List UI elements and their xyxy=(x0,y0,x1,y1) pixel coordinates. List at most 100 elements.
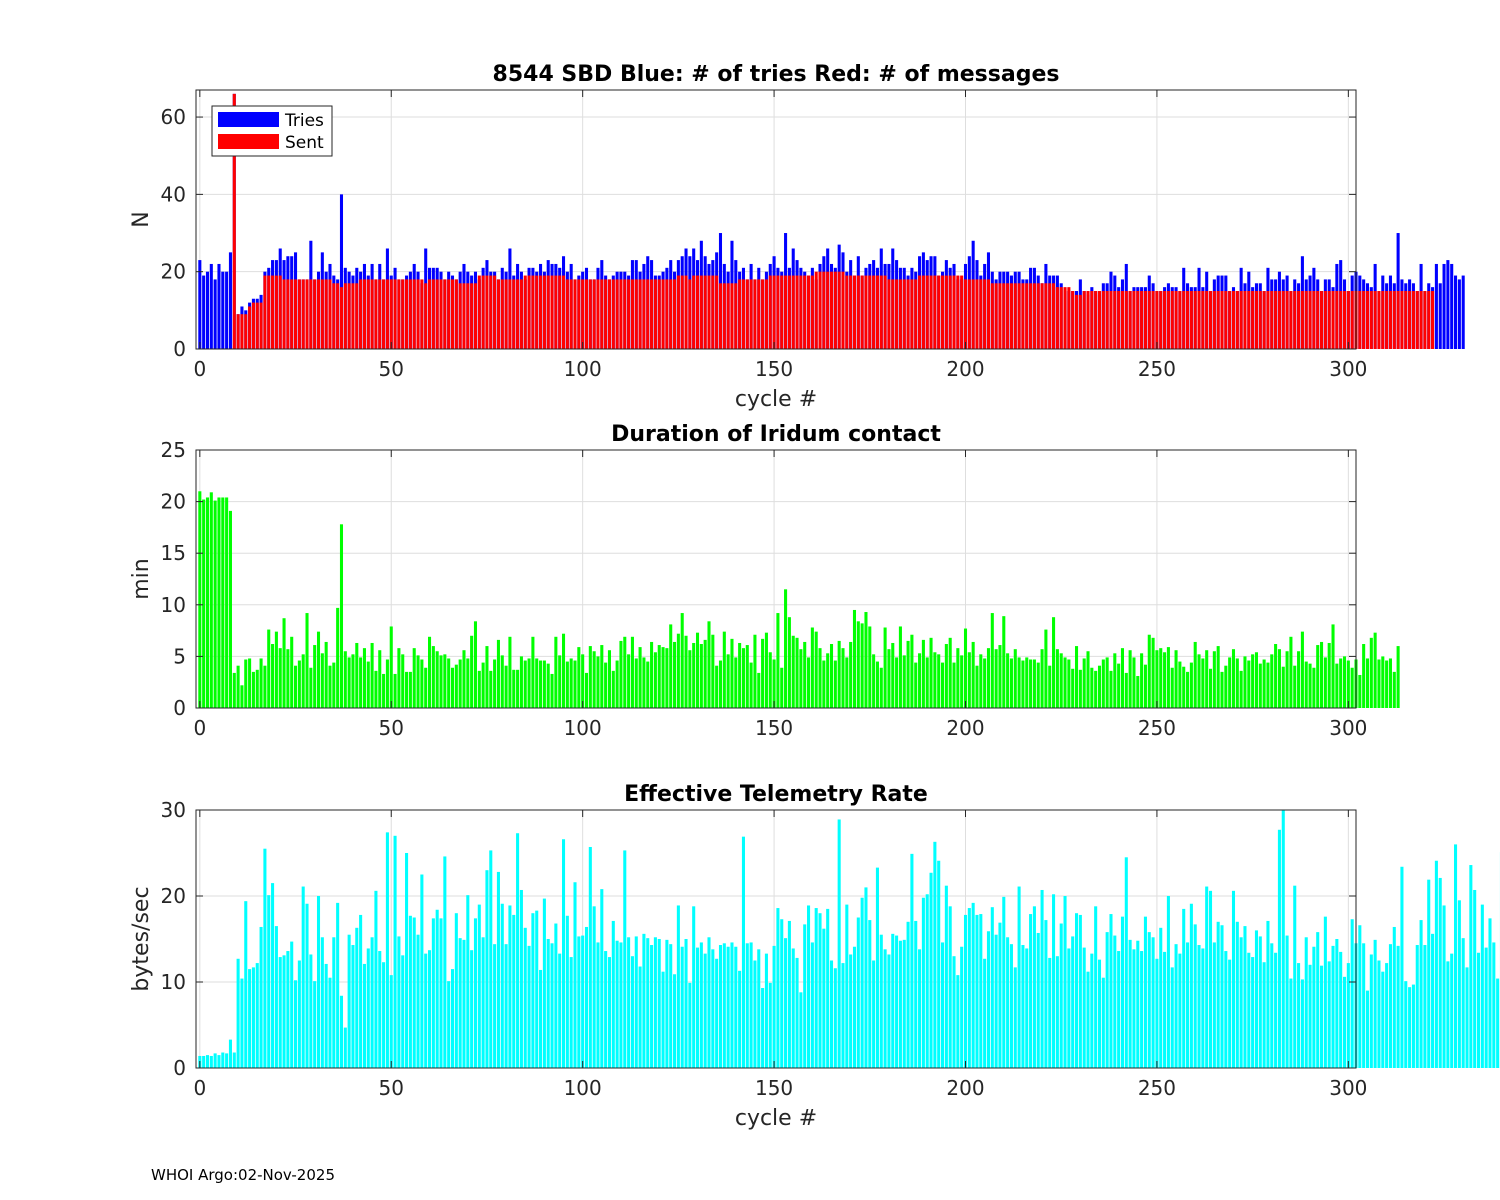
bar-sent xyxy=(749,279,753,349)
bar-value xyxy=(849,641,853,708)
bar-value xyxy=(611,920,615,1068)
bar-sent xyxy=(1231,291,1236,349)
bar-value xyxy=(745,645,749,708)
bar-sent xyxy=(1140,291,1144,349)
bar-value xyxy=(895,935,899,1068)
bar-sent xyxy=(948,275,952,349)
bar-value xyxy=(868,920,872,1068)
bar-value xyxy=(1308,964,1312,1068)
bar-value xyxy=(1193,641,1197,708)
bar-sent xyxy=(611,279,615,349)
bar-value xyxy=(313,981,317,1068)
bar-sent xyxy=(584,279,589,349)
bar-sent xyxy=(975,279,979,349)
bar-value xyxy=(841,963,845,1068)
bar-value xyxy=(1063,657,1067,708)
bar-sent xyxy=(577,279,581,349)
bar-tries xyxy=(205,271,210,349)
bar-sent xyxy=(320,279,324,349)
bar-value xyxy=(722,631,726,708)
bar-sent xyxy=(1071,291,1075,349)
bar-value xyxy=(1212,942,1216,1068)
bar-sent xyxy=(757,279,761,349)
bar-tries xyxy=(213,279,217,349)
bar-value xyxy=(1040,649,1044,708)
bar-sent xyxy=(1404,291,1408,349)
bar-value xyxy=(558,655,562,708)
bar-sent xyxy=(944,275,948,349)
bar-sent xyxy=(787,275,791,349)
bar-value xyxy=(1009,658,1013,708)
bar-value xyxy=(630,956,634,1068)
bar-value xyxy=(1109,914,1113,1068)
bar-value xyxy=(1220,925,1224,1068)
bar-value xyxy=(718,945,723,1068)
bar-value xyxy=(653,652,657,708)
bar-value xyxy=(818,648,822,708)
bar-value xyxy=(489,670,493,708)
bar-sent xyxy=(1189,291,1193,349)
bar-value xyxy=(443,654,447,708)
bar-value xyxy=(829,644,834,708)
bar-value xyxy=(1216,646,1220,708)
bar-value xyxy=(439,655,443,708)
bar-value xyxy=(462,650,466,708)
bar-value xyxy=(431,646,435,708)
bar-value xyxy=(627,937,631,1068)
bar-value xyxy=(1120,916,1124,1068)
bar-sent xyxy=(1044,283,1048,349)
bar-value xyxy=(378,650,382,708)
bar-value xyxy=(918,653,922,708)
bar-sent xyxy=(776,275,780,349)
bar-value xyxy=(523,660,527,708)
bar-value xyxy=(956,648,960,708)
bar-sent xyxy=(1201,291,1205,349)
bar-sent xyxy=(994,283,998,349)
x-tick-label: 150 xyxy=(755,357,793,381)
bar-value xyxy=(1197,654,1201,708)
bar-value xyxy=(1220,671,1224,708)
bar-value xyxy=(1408,987,1412,1068)
bar-sent xyxy=(707,275,711,349)
bar-value xyxy=(1205,886,1209,1068)
bar-value xyxy=(420,659,424,708)
bar-value xyxy=(768,982,772,1068)
bar-value xyxy=(776,613,780,708)
bar-value xyxy=(305,613,309,708)
bar-value xyxy=(508,905,512,1068)
bar-value xyxy=(477,904,481,1068)
bar-sent xyxy=(929,275,933,349)
bar-sent xyxy=(868,275,872,349)
bar-sent xyxy=(428,279,432,349)
bar-sent xyxy=(1101,291,1105,349)
bar-value xyxy=(305,903,309,1068)
bar-sent xyxy=(351,283,355,349)
bar-value xyxy=(1182,666,1186,708)
bar-value xyxy=(1369,637,1373,708)
bar-value xyxy=(408,671,412,708)
bar-value xyxy=(960,946,964,1068)
bar-sent xyxy=(1205,291,1209,349)
bar-sent xyxy=(780,275,784,349)
bar-value xyxy=(397,648,401,708)
legend-label-sent: Sent xyxy=(285,133,324,153)
bar-value xyxy=(1411,984,1415,1068)
bar-value xyxy=(699,942,703,1068)
bar-value xyxy=(1304,937,1308,1068)
bar-sent xyxy=(370,279,374,349)
bar-value xyxy=(795,637,799,708)
bar-value xyxy=(891,933,895,1068)
bar-value xyxy=(826,653,830,708)
bar-tries xyxy=(1438,283,1442,349)
bar-value xyxy=(1235,921,1239,1068)
bar-value xyxy=(933,652,937,708)
x-tick-label: 200 xyxy=(946,1076,984,1100)
bar-sent xyxy=(715,275,719,349)
bar-sent xyxy=(309,279,313,349)
bar-sent xyxy=(952,275,956,349)
bar-sent xyxy=(366,279,370,349)
x-tick-label: 200 xyxy=(946,357,984,381)
bar-value xyxy=(248,969,252,1068)
bar-sent xyxy=(829,271,834,349)
bar-value xyxy=(362,963,366,1068)
